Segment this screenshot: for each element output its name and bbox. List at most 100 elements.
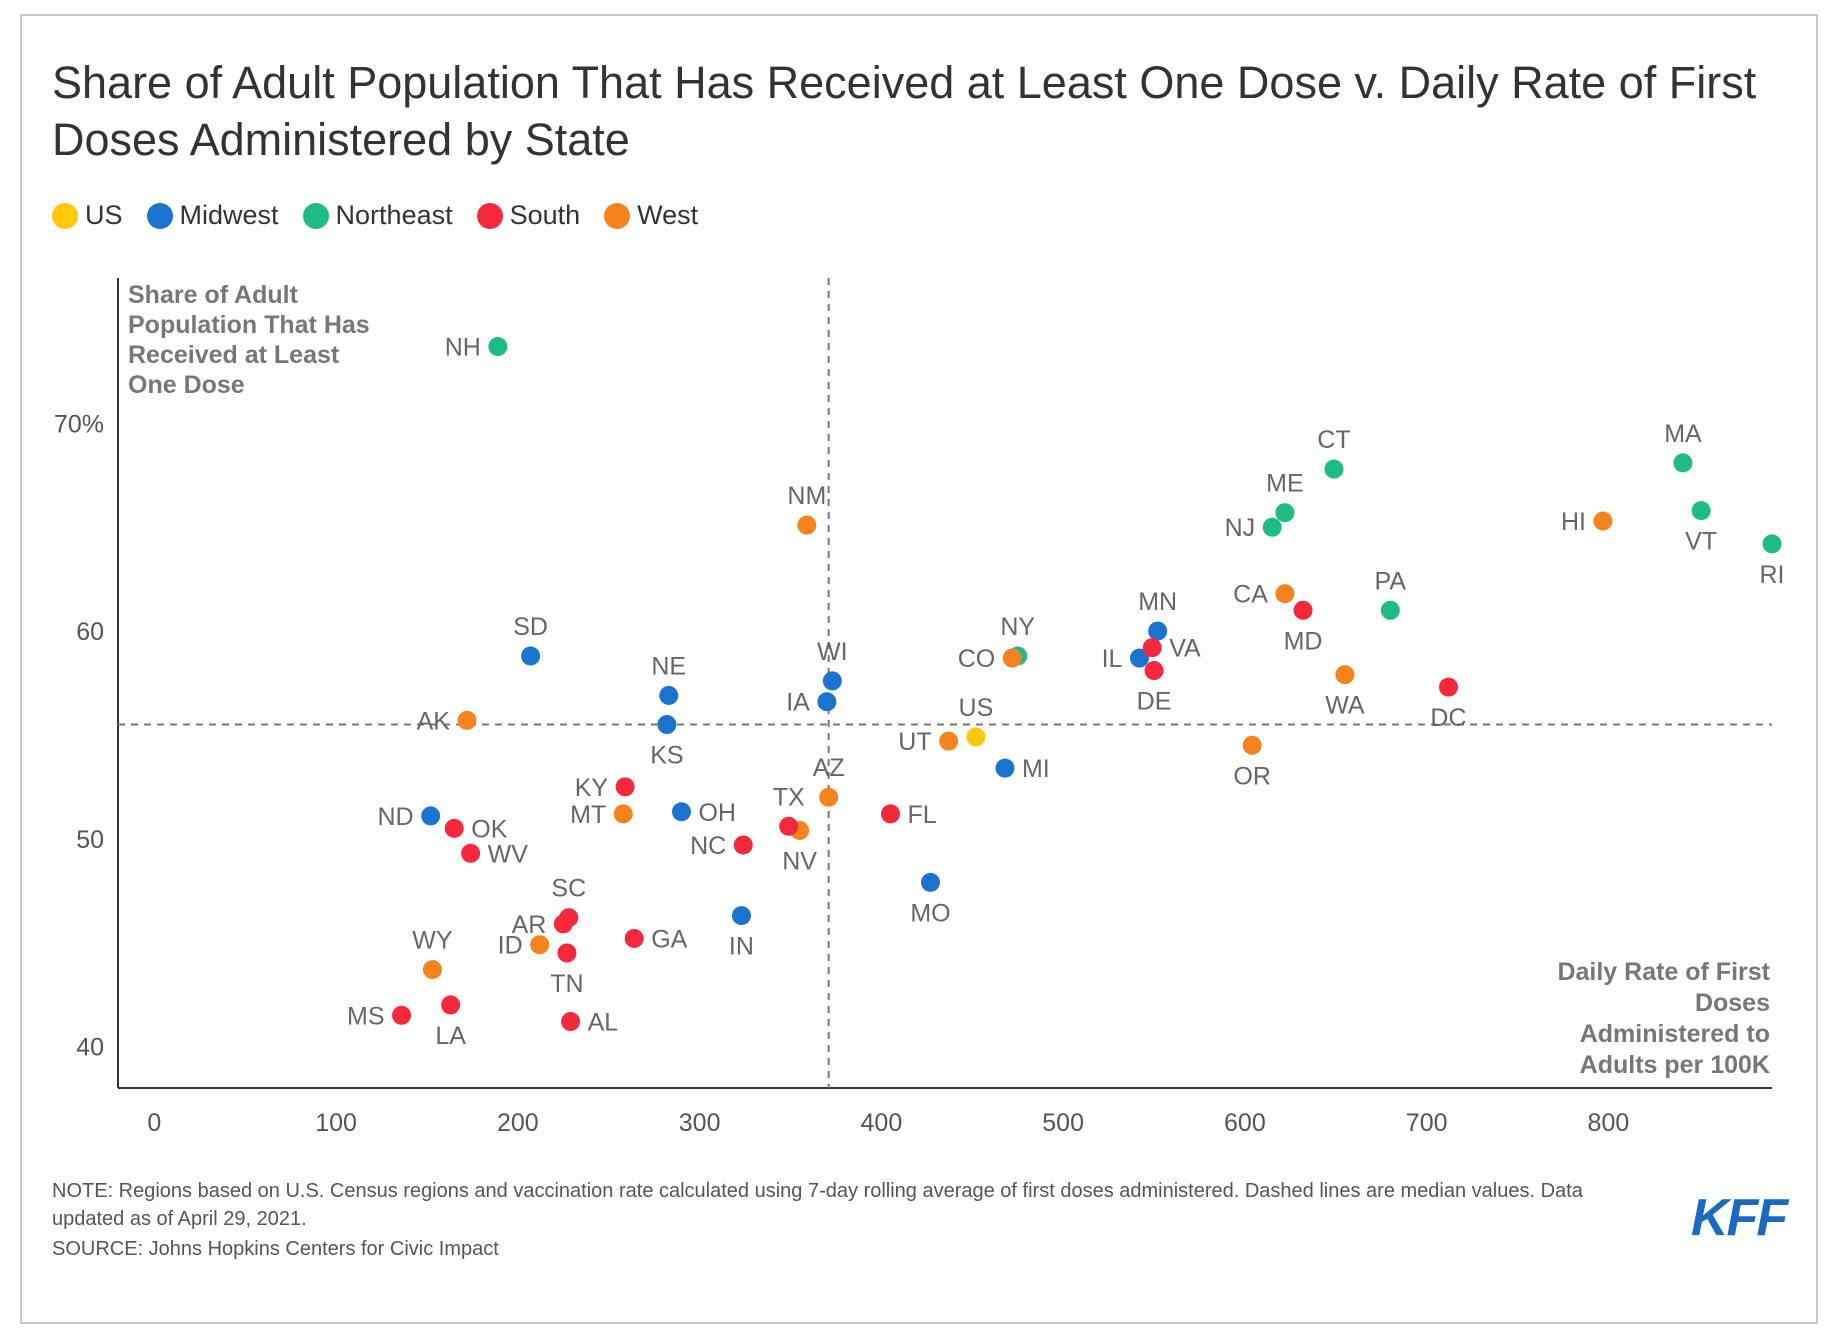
point-ok bbox=[444, 818, 464, 838]
point-label-ok: OK bbox=[471, 815, 507, 843]
point-label-oh: OH bbox=[698, 799, 736, 827]
point-us bbox=[966, 727, 986, 747]
point-nc bbox=[733, 835, 753, 855]
point-label-wa: WA bbox=[1325, 692, 1365, 720]
point-label-ms: MS bbox=[347, 1002, 385, 1030]
point-mn bbox=[1148, 621, 1168, 641]
legend-item-midwest: Midwest bbox=[146, 200, 279, 231]
legend-item-south: South bbox=[476, 200, 580, 231]
point-va bbox=[1142, 638, 1162, 658]
point-co bbox=[1002, 648, 1022, 668]
point-label-or: OR bbox=[1233, 762, 1271, 790]
point-label-mt: MT bbox=[570, 801, 606, 829]
legend-label: West bbox=[637, 200, 699, 230]
point-sd bbox=[521, 646, 541, 666]
point-label-nh: NH bbox=[445, 334, 481, 362]
point-nh bbox=[488, 337, 508, 357]
y-axis-title: Share of Adult Population That Has Receive… bbox=[128, 281, 370, 399]
point-label-va: VA bbox=[1169, 635, 1201, 663]
point-label-mn: MN bbox=[1138, 588, 1177, 616]
point-mi bbox=[995, 758, 1015, 778]
point-ut bbox=[939, 731, 959, 751]
chart-title: Share of Adult Population That Has Recei… bbox=[52, 57, 1757, 165]
point-label-ga: GA bbox=[651, 925, 687, 953]
point-in bbox=[731, 906, 751, 926]
x-tick-label: 200 bbox=[497, 1109, 539, 1137]
point-wy bbox=[422, 960, 442, 980]
point-label-vt: VT bbox=[1685, 528, 1717, 556]
point-label-md: MD bbox=[1284, 627, 1323, 655]
point-oh bbox=[671, 802, 691, 822]
point-label-tx: TX bbox=[773, 783, 805, 811]
axis-labels: Share of Adult Population That Has Receive… bbox=[128, 281, 1771, 1079]
point-wi bbox=[822, 671, 842, 691]
legend-swatch bbox=[302, 202, 329, 229]
x-tick-label: 0 bbox=[147, 1109, 161, 1137]
point-label-sd: SD bbox=[513, 613, 548, 641]
point-vt bbox=[1691, 501, 1711, 521]
point-ga bbox=[624, 928, 644, 948]
point-label-dc: DC bbox=[1430, 704, 1466, 732]
point-fl bbox=[880, 804, 900, 824]
point-mo bbox=[920, 872, 940, 892]
point-label-us: US bbox=[959, 694, 994, 722]
point-me bbox=[1275, 503, 1295, 523]
point-label-wi: WI bbox=[817, 638, 848, 666]
legend-item-northeast: Northeast bbox=[302, 200, 453, 231]
point-nj bbox=[1262, 517, 1282, 537]
point-ak bbox=[457, 710, 477, 730]
point-label-ma: MA bbox=[1664, 420, 1702, 448]
point-label-al: AL bbox=[588, 1009, 619, 1037]
point-label-in: IN bbox=[729, 933, 754, 961]
point-label-ri: RI bbox=[1760, 561, 1785, 589]
point-label-ky: KY bbox=[575, 774, 609, 802]
legend-swatch bbox=[52, 202, 78, 229]
point-label-nc: NC bbox=[690, 832, 726, 860]
x-tick-label: 600 bbox=[1224, 1109, 1266, 1137]
point-wv bbox=[461, 843, 481, 863]
point-ar bbox=[553, 914, 573, 934]
point-nd bbox=[421, 806, 441, 826]
point-or bbox=[1242, 735, 1262, 755]
point-ct bbox=[1324, 459, 1344, 479]
footnote: NOTE: Regions based on U.S. Census regio… bbox=[52, 1180, 1583, 1230]
point-label-pa: PA bbox=[1375, 567, 1407, 595]
point-label-fl: FL bbox=[907, 801, 936, 829]
point-ne bbox=[659, 685, 679, 705]
point-az bbox=[819, 787, 839, 807]
legend: US Midwest Northeast South West bbox=[52, 200, 722, 231]
point-label-hi: HI bbox=[1561, 508, 1586, 536]
y-tick-label: 50 bbox=[76, 826, 104, 854]
point-label-me: ME bbox=[1266, 470, 1304, 498]
y-tick-label: 40 bbox=[76, 1033, 104, 1061]
point-label-wy: WY bbox=[412, 927, 453, 955]
point-nm bbox=[797, 515, 817, 535]
legend-swatch bbox=[476, 202, 503, 229]
point-label-ca: CA bbox=[1233, 581, 1268, 609]
point-mt bbox=[613, 804, 633, 824]
legend-item-us: US bbox=[52, 200, 123, 231]
legend-item-west: West bbox=[604, 200, 698, 231]
source-note: SOURCE: Johns Hopkins Centers for Civic … bbox=[52, 1238, 499, 1260]
point-label-sc: SC bbox=[551, 875, 586, 903]
point-label-ia: IA bbox=[786, 689, 810, 717]
legend-swatch bbox=[604, 202, 631, 229]
point-il bbox=[1129, 648, 1149, 668]
data-points: NH CT MA ME NJ VT RI PA NY HI NM CA CO WA AK UT OR AZ MT NV… bbox=[347, 334, 1784, 1050]
x-tick-label: 300 bbox=[679, 1109, 721, 1137]
y-tick-label: 60 bbox=[76, 618, 104, 646]
point-id bbox=[530, 935, 550, 955]
point-label-nd: ND bbox=[378, 803, 414, 831]
point-label-mo: MO bbox=[910, 899, 950, 927]
point-label-ct: CT bbox=[1317, 426, 1350, 454]
point-label-de: DE bbox=[1137, 688, 1172, 716]
y-tick-label: 70% bbox=[54, 410, 104, 438]
point-tn bbox=[557, 943, 577, 963]
point-label-ar: AR bbox=[512, 911, 547, 939]
legend-swatch bbox=[146, 202, 173, 229]
point-label-mi: MI bbox=[1022, 755, 1050, 783]
point-de bbox=[1144, 661, 1164, 681]
point-pa bbox=[1380, 600, 1400, 620]
point-label-tn: TN bbox=[550, 970, 583, 998]
x-tick-label: 100 bbox=[315, 1109, 357, 1137]
